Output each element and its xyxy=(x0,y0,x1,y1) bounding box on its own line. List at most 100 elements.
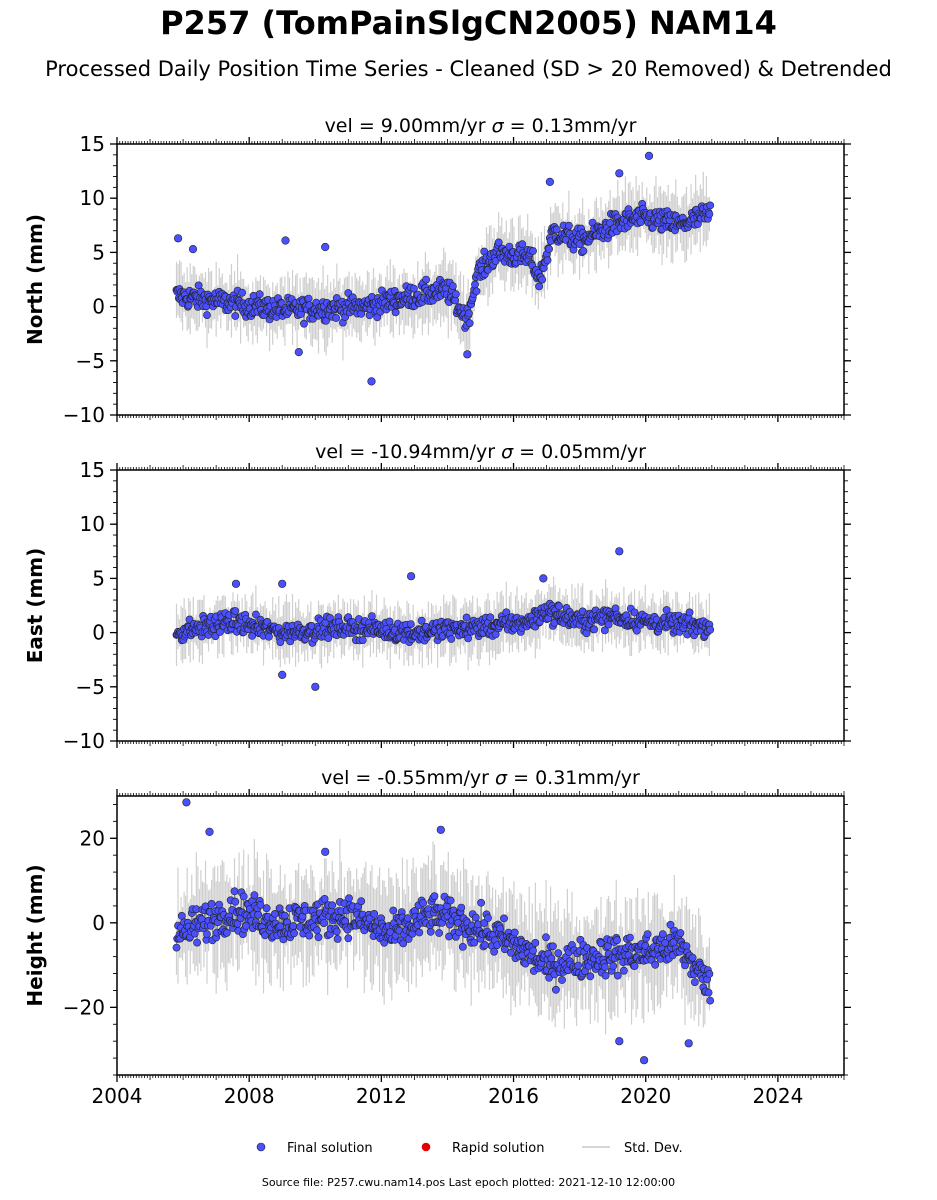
data-point xyxy=(706,201,715,210)
data-point xyxy=(471,280,479,289)
data-point xyxy=(472,287,481,296)
data-point xyxy=(305,931,314,940)
outlier-point xyxy=(182,798,191,807)
outlier-point xyxy=(615,1037,624,1046)
data-point xyxy=(256,901,265,909)
data-point xyxy=(207,900,216,908)
data-point xyxy=(320,895,329,903)
data-point xyxy=(448,282,457,290)
panel-title: vel = -0.55mm/yr σ = 0.31mm/yr xyxy=(321,767,640,789)
final-solution-points xyxy=(172,151,715,386)
data-point xyxy=(651,960,660,969)
outlier-point xyxy=(321,242,330,252)
chart-subtitle: Processed Daily Position Time Series - C… xyxy=(45,57,892,81)
outlier-point xyxy=(545,177,555,186)
data-point xyxy=(357,897,366,906)
data-point xyxy=(558,976,566,984)
legend-label: Std. Dev. xyxy=(624,1141,683,1156)
data-point xyxy=(251,610,260,619)
data-point xyxy=(529,247,537,255)
outlier-point xyxy=(294,348,303,357)
legend: Final solution Rapid solution Std. Dev. xyxy=(256,1141,683,1156)
x-tick-label: 2008 xyxy=(224,1084,275,1108)
data-point xyxy=(601,971,610,980)
outlier-point xyxy=(639,1056,649,1065)
data-point xyxy=(565,221,573,230)
data-point xyxy=(332,314,340,322)
data-point xyxy=(344,934,353,943)
y-axis-label: East (mm) xyxy=(23,548,47,664)
panel-title: vel = -10.94mm/yr σ = 0.05mm/yr xyxy=(315,441,646,463)
data-point xyxy=(255,290,264,299)
data-point xyxy=(531,939,540,947)
outlier-point xyxy=(311,682,320,691)
data-point xyxy=(685,608,694,617)
data-point xyxy=(477,898,485,907)
velocity-label: vel = 9.00mm/yr xyxy=(325,115,492,137)
data-point xyxy=(465,319,474,328)
data-point xyxy=(172,943,181,952)
data-point xyxy=(290,929,298,938)
x-tick-label: 2016 xyxy=(488,1084,539,1108)
y-tick-label: 15 xyxy=(80,132,105,156)
data-point xyxy=(231,312,240,320)
data-point xyxy=(190,929,199,938)
data-point xyxy=(609,962,618,970)
data-point xyxy=(470,938,479,947)
data-point xyxy=(705,210,714,218)
y-tick-label: −20 xyxy=(63,995,105,1019)
data-point xyxy=(620,966,628,975)
data-point xyxy=(446,896,455,905)
y-tick-label: −5 xyxy=(76,349,105,373)
outlier-point xyxy=(231,579,241,588)
data-point xyxy=(406,620,415,628)
y-tick-label: 10 xyxy=(80,512,105,536)
data-point xyxy=(552,225,561,234)
outlier-point xyxy=(205,827,214,837)
data-point xyxy=(314,933,323,942)
data-point xyxy=(415,928,424,937)
sigma-label: = 0.31mm/yr xyxy=(507,767,640,789)
y-tick-label: 10 xyxy=(80,186,105,210)
final-solution-points xyxy=(172,798,715,1065)
sigma-label: = 0.13mm/yr xyxy=(504,115,637,137)
outlier-point xyxy=(407,572,416,581)
outlier-point xyxy=(539,574,548,583)
data-point xyxy=(549,942,557,951)
y-tick-label: 5 xyxy=(92,566,105,590)
data-point xyxy=(254,910,263,919)
outlier-point xyxy=(436,825,445,834)
legend-label: Rapid solution xyxy=(452,1141,544,1156)
outlier-point xyxy=(278,579,287,588)
data-point xyxy=(261,931,269,940)
y-axis-label: Height (mm) xyxy=(23,864,47,1006)
data-point xyxy=(535,282,543,291)
y-tick-label: 0 xyxy=(92,295,105,319)
data-point xyxy=(457,903,466,912)
data-point xyxy=(238,288,246,297)
data-point xyxy=(313,926,321,935)
data-point xyxy=(662,606,671,614)
outlier-point xyxy=(644,151,654,160)
data-point xyxy=(666,920,675,929)
data-point xyxy=(230,887,239,896)
data-point xyxy=(304,294,313,303)
y-tick-label: 0 xyxy=(92,621,105,645)
y-tick-label: 0 xyxy=(92,911,105,935)
data-point xyxy=(545,245,553,253)
data-point xyxy=(555,602,563,611)
outlier-point xyxy=(174,234,183,243)
sigma-symbol: σ xyxy=(501,441,514,463)
data-point xyxy=(385,617,394,626)
data-point xyxy=(676,929,685,937)
data-point xyxy=(547,954,556,963)
data-point xyxy=(606,219,614,227)
data-point xyxy=(626,933,634,942)
data-point xyxy=(688,953,697,962)
data-point xyxy=(613,936,621,945)
data-point xyxy=(579,247,588,255)
data-point xyxy=(332,927,341,936)
data-point xyxy=(276,922,285,931)
data-point xyxy=(231,607,240,615)
